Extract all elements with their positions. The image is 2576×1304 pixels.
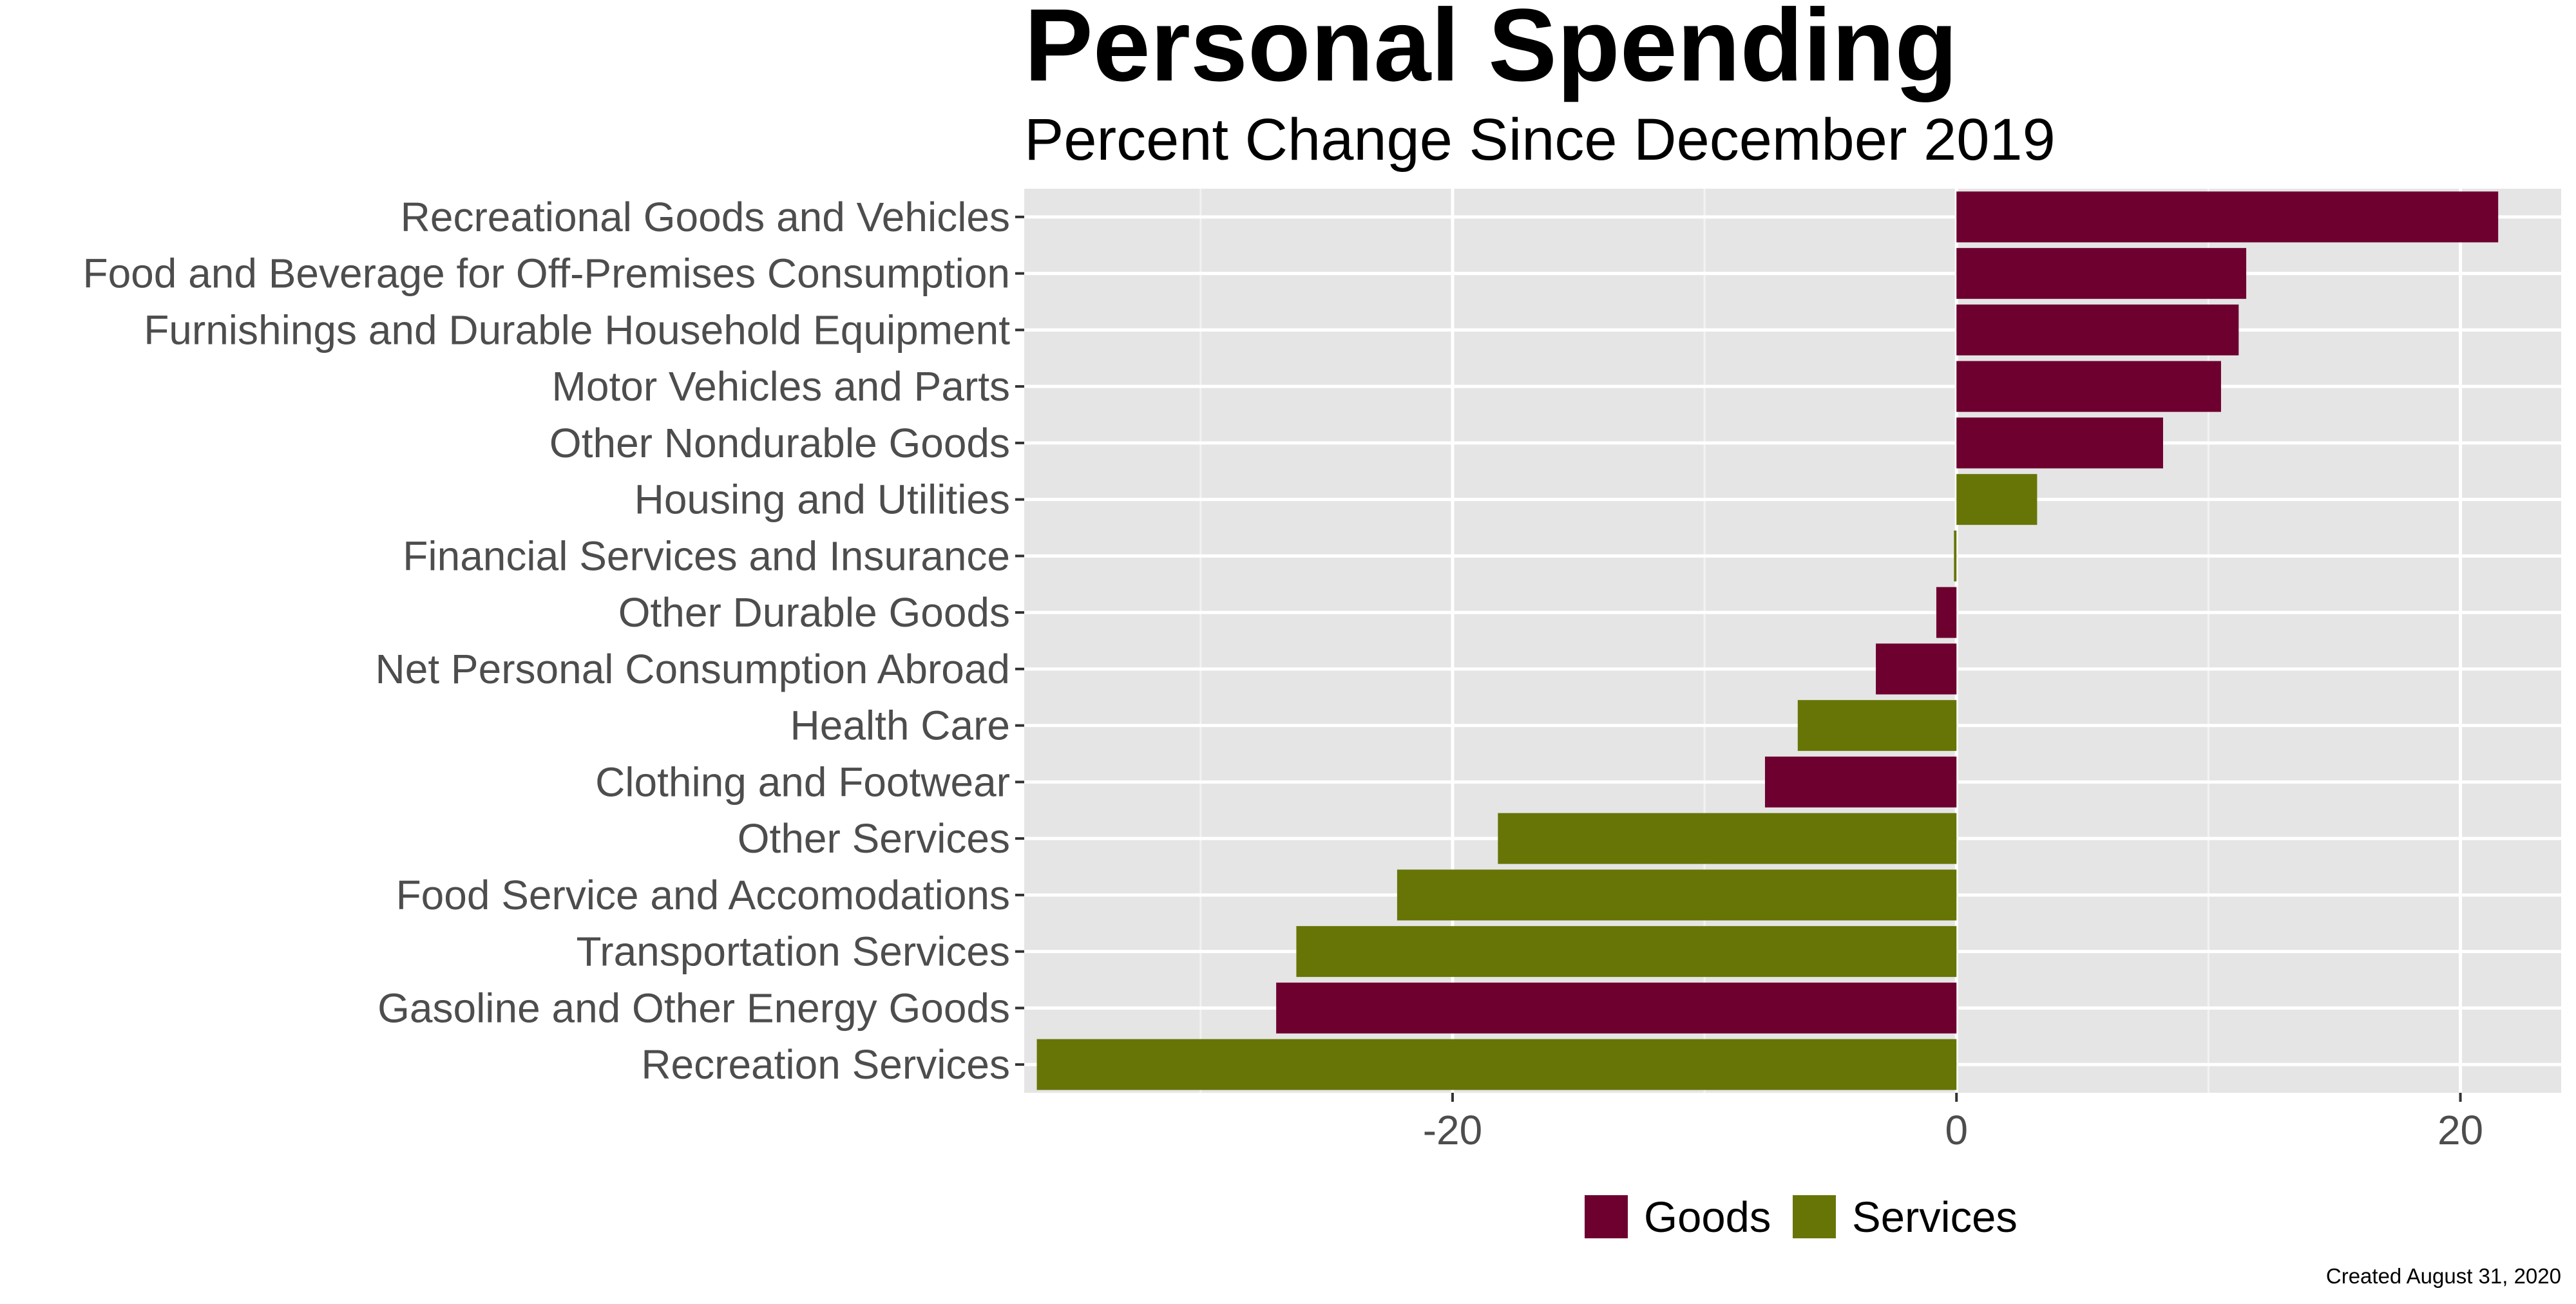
chart-title: Personal Spending	[1024, 0, 1958, 102]
x-tick-label: -20	[1423, 1107, 1483, 1153]
x-tick-label: 20	[2438, 1107, 2483, 1153]
x-tick-label: 0	[1945, 1107, 1968, 1153]
category-label: Furnishings and Durable Household Equipm…	[144, 307, 1010, 353]
caption: Created August 31, 2020	[2326, 1264, 2561, 1288]
legend-swatch-services	[1793, 1195, 1836, 1238]
bars	[1036, 191, 2499, 1090]
category-label: Motor Vehicles and Parts	[552, 363, 1010, 410]
bar-housing-and-utilities	[1956, 474, 2037, 525]
x-axis: -20 0 20	[1423, 1093, 2483, 1153]
category-label: Housing and Utilities	[634, 477, 1010, 523]
legend-label-goods: Goods	[1644, 1193, 1771, 1242]
category-label: Other Nondurable Goods	[549, 420, 1010, 466]
bar-gasoline-and-other-energy-goods	[1276, 982, 1957, 1034]
bar-furnishings-and-durable-household-equipment	[1956, 304, 2239, 355]
bar-transportation-services	[1296, 926, 1957, 978]
bar-food-service-and-accomodations	[1397, 869, 1957, 921]
bar-other-durable-goods	[1936, 587, 1957, 638]
category-label: Financial Services and Insurance	[403, 533, 1010, 579]
category-label: Gasoline and Other Energy Goods	[377, 985, 1010, 1031]
category-label: Food Service and Accomodations	[396, 872, 1010, 918]
bar-recreational-goods-and-vehicles	[1956, 191, 2499, 243]
bar-motor-vehicles-and-parts	[1956, 361, 2221, 412]
category-label: Other Durable Goods	[618, 589, 1010, 636]
legend: Goods Services	[1585, 1193, 2018, 1242]
category-label: Food and Beverage for Off-Premises Consu…	[82, 250, 1010, 297]
legend-label-services: Services	[1852, 1193, 2018, 1242]
bar-food-and-beverage-for-off-premises-consumption	[1956, 248, 2247, 299]
bar-recreation-services	[1036, 1039, 1957, 1090]
bar-other-services	[1498, 813, 1957, 864]
category-label: Health Care	[790, 703, 1011, 749]
category-label: Clothing and Footwear	[595, 759, 1010, 805]
legend-swatch-goods	[1585, 1195, 1628, 1238]
category-axis: Recreational Goods and Vehicles Food and …	[82, 194, 1024, 1088]
bar-clothing-and-footwear	[1764, 756, 1957, 808]
bar-net-personal-consumption-abroad	[1876, 643, 1957, 695]
category-label: Net Personal Consumption Abroad	[376, 646, 1010, 692]
bar-financial-services-and-insurance	[1954, 530, 1957, 581]
bar-other-nondurable-goods	[1956, 417, 2163, 469]
category-label: Recreation Services	[641, 1041, 1010, 1088]
category-label: Recreational Goods and Vehicles	[401, 194, 1010, 240]
category-label: Transportation Services	[577, 929, 1010, 975]
category-label: Other Services	[738, 815, 1010, 862]
bar-health-care	[1797, 700, 1957, 751]
chart-subtitle: Percent Change Since December 2019	[1024, 107, 2056, 173]
